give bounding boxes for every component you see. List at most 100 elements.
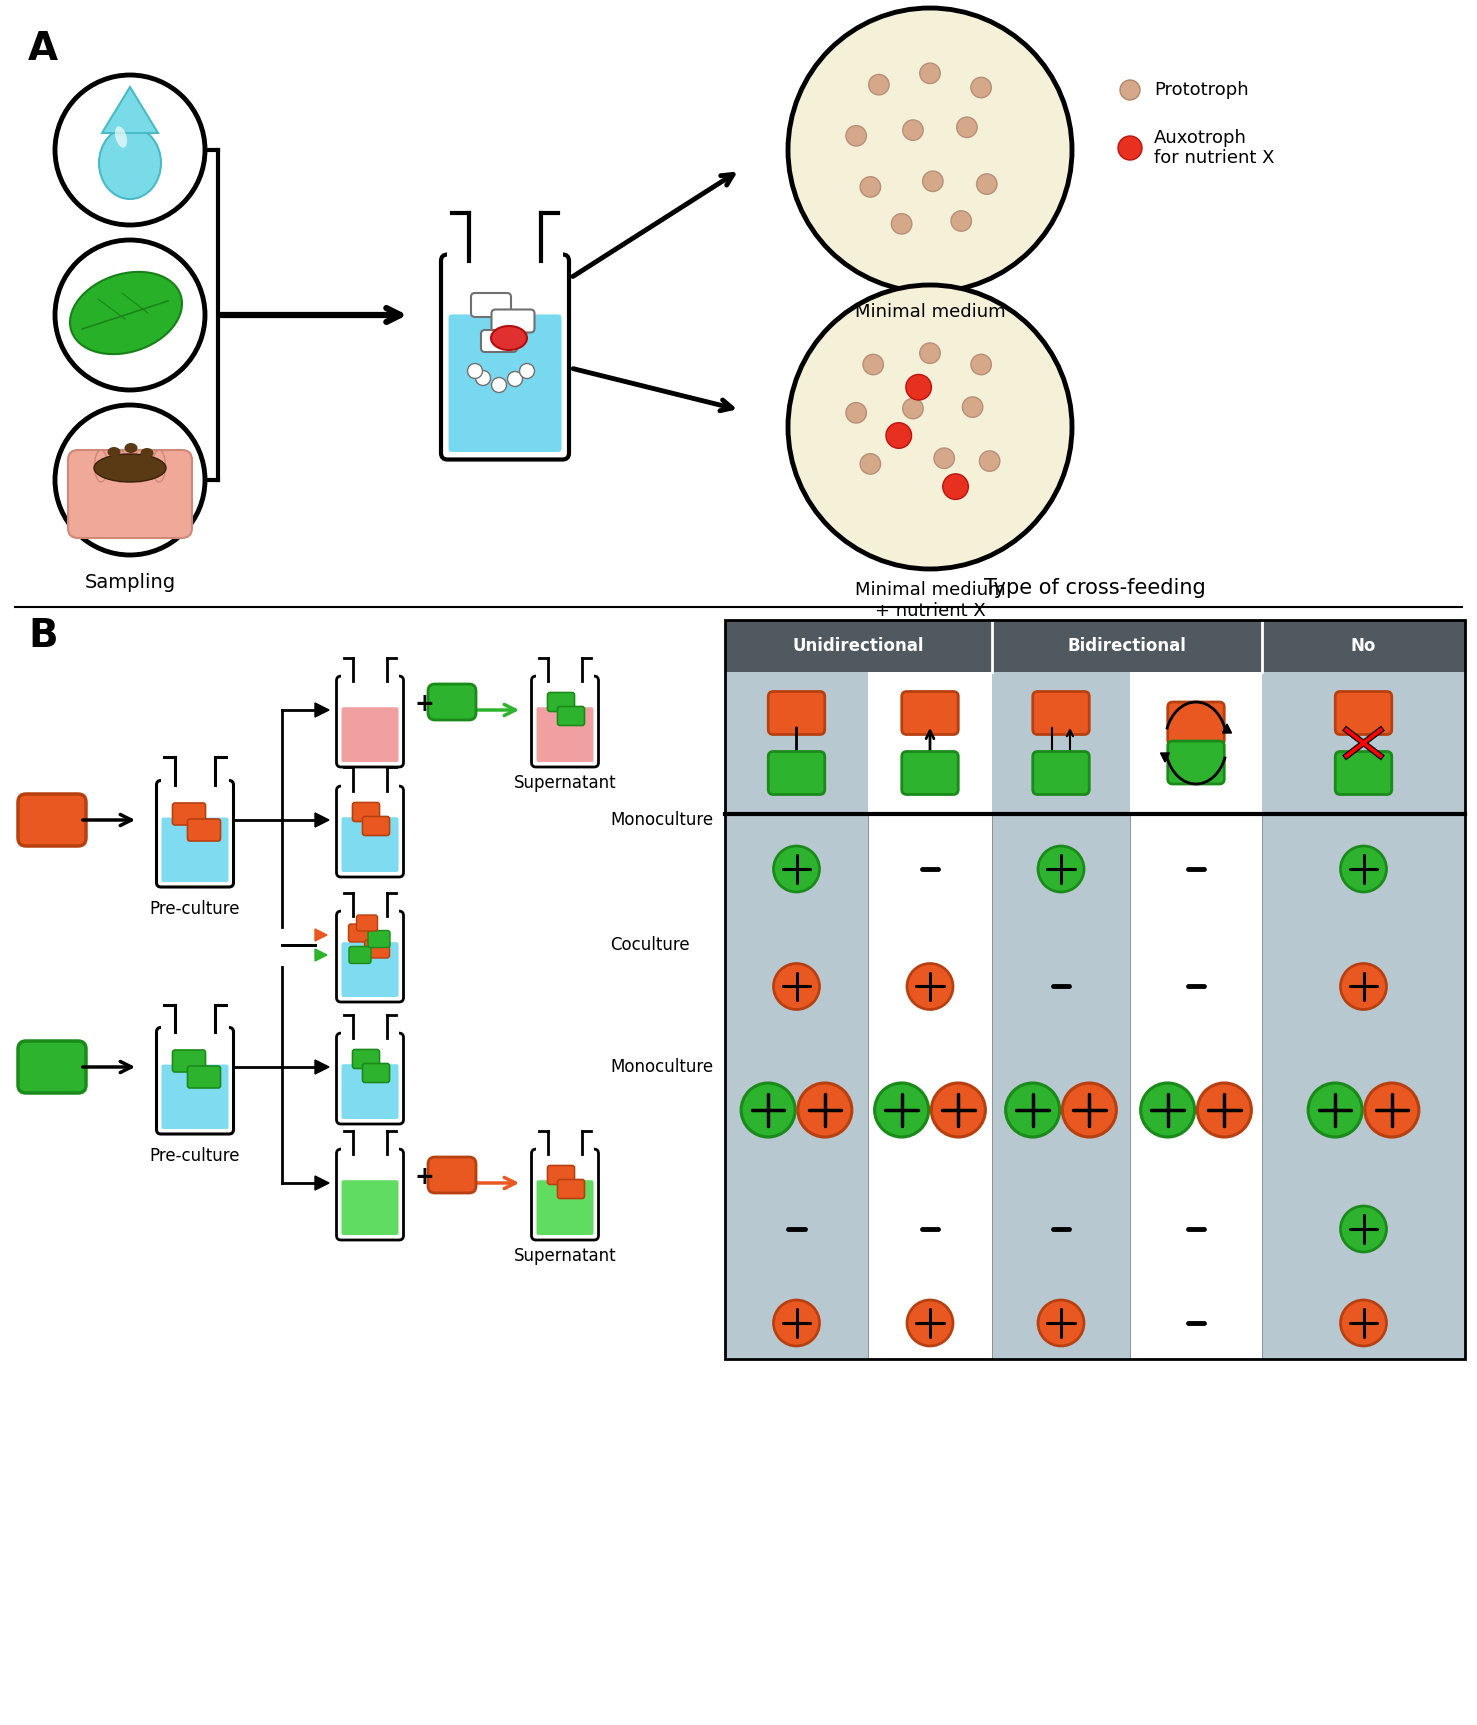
Circle shape <box>886 423 911 448</box>
Bar <box>341 673 399 687</box>
FancyBboxPatch shape <box>492 309 535 333</box>
Circle shape <box>902 398 923 419</box>
FancyBboxPatch shape <box>349 925 374 942</box>
FancyBboxPatch shape <box>353 802 380 821</box>
Circle shape <box>951 210 972 231</box>
FancyBboxPatch shape <box>368 930 390 947</box>
Polygon shape <box>315 1059 329 1075</box>
Ellipse shape <box>152 450 165 481</box>
FancyBboxPatch shape <box>449 314 561 452</box>
FancyBboxPatch shape <box>362 1064 390 1083</box>
Circle shape <box>979 450 1000 471</box>
Bar <box>868 619 993 673</box>
Bar <box>1130 673 1261 814</box>
FancyBboxPatch shape <box>902 692 959 735</box>
Text: +: + <box>414 692 434 716</box>
Circle shape <box>923 171 942 191</box>
Circle shape <box>508 371 523 386</box>
FancyBboxPatch shape <box>902 752 959 795</box>
FancyBboxPatch shape <box>188 1066 220 1088</box>
FancyBboxPatch shape <box>173 804 205 825</box>
FancyBboxPatch shape <box>161 818 229 881</box>
Circle shape <box>1365 1083 1419 1137</box>
Text: Supernatant: Supernatant <box>514 1247 616 1264</box>
Text: +: + <box>414 1164 434 1189</box>
FancyBboxPatch shape <box>341 707 399 762</box>
Bar <box>341 1145 399 1159</box>
FancyBboxPatch shape <box>548 692 575 711</box>
Text: Minimal medium
+ nutrient X: Minimal medium + nutrient X <box>855 581 1006 619</box>
Ellipse shape <box>124 443 137 454</box>
Ellipse shape <box>95 450 108 481</box>
Circle shape <box>520 364 535 378</box>
Bar <box>868 814 993 925</box>
FancyBboxPatch shape <box>1032 752 1089 795</box>
Circle shape <box>957 117 978 138</box>
Bar <box>341 1030 399 1044</box>
Bar <box>448 248 563 271</box>
Bar <box>993 619 1130 673</box>
Circle shape <box>907 1301 953 1346</box>
FancyBboxPatch shape <box>341 942 399 997</box>
Circle shape <box>789 285 1072 569</box>
Text: Prototroph: Prototroph <box>1154 81 1248 98</box>
FancyBboxPatch shape <box>341 1064 399 1120</box>
FancyBboxPatch shape <box>536 1180 594 1235</box>
Circle shape <box>942 474 969 500</box>
Circle shape <box>970 354 991 374</box>
Bar <box>161 1025 229 1038</box>
FancyBboxPatch shape <box>353 1049 380 1068</box>
Polygon shape <box>1223 724 1232 733</box>
Bar <box>725 1049 868 1171</box>
Circle shape <box>874 1083 929 1137</box>
Bar <box>341 783 399 797</box>
Bar <box>536 673 594 687</box>
Bar <box>725 1287 868 1359</box>
Bar <box>868 925 993 1049</box>
Circle shape <box>846 126 867 147</box>
Bar <box>725 814 868 925</box>
Polygon shape <box>1161 754 1170 762</box>
Polygon shape <box>315 704 329 718</box>
Text: Monoculture: Monoculture <box>610 1057 713 1076</box>
Circle shape <box>892 214 911 235</box>
Bar <box>868 1287 993 1359</box>
FancyBboxPatch shape <box>1335 692 1391 735</box>
Circle shape <box>920 343 941 364</box>
Circle shape <box>863 354 883 374</box>
Bar <box>1130 814 1261 925</box>
Polygon shape <box>102 86 158 133</box>
FancyBboxPatch shape <box>349 947 371 964</box>
FancyBboxPatch shape <box>362 816 390 835</box>
FancyBboxPatch shape <box>341 1180 399 1235</box>
FancyBboxPatch shape <box>1335 752 1391 795</box>
FancyBboxPatch shape <box>428 685 476 719</box>
Bar <box>725 619 868 673</box>
Text: Minimal medium: Minimal medium <box>855 304 1006 321</box>
FancyBboxPatch shape <box>557 1180 585 1199</box>
Bar <box>868 673 993 814</box>
FancyBboxPatch shape <box>173 1051 205 1071</box>
Circle shape <box>932 1083 985 1137</box>
Bar <box>868 1049 993 1171</box>
Text: Bidirectional: Bidirectional <box>1068 637 1186 656</box>
Bar <box>725 925 868 1049</box>
Ellipse shape <box>140 448 154 459</box>
FancyBboxPatch shape <box>161 1064 229 1128</box>
Circle shape <box>1006 1083 1059 1137</box>
Circle shape <box>1341 845 1387 892</box>
Polygon shape <box>315 949 326 961</box>
Circle shape <box>1038 1301 1084 1346</box>
FancyBboxPatch shape <box>557 707 585 726</box>
Text: Coculture: Coculture <box>610 937 690 954</box>
Bar <box>1130 1287 1261 1359</box>
Ellipse shape <box>133 450 146 481</box>
Bar <box>1130 1171 1261 1287</box>
Circle shape <box>1062 1083 1117 1137</box>
FancyBboxPatch shape <box>68 450 192 538</box>
Text: Monoculture: Monoculture <box>610 811 713 830</box>
Bar <box>341 907 399 921</box>
FancyBboxPatch shape <box>768 692 824 735</box>
Bar <box>1261 1287 1465 1359</box>
Circle shape <box>774 1301 820 1346</box>
